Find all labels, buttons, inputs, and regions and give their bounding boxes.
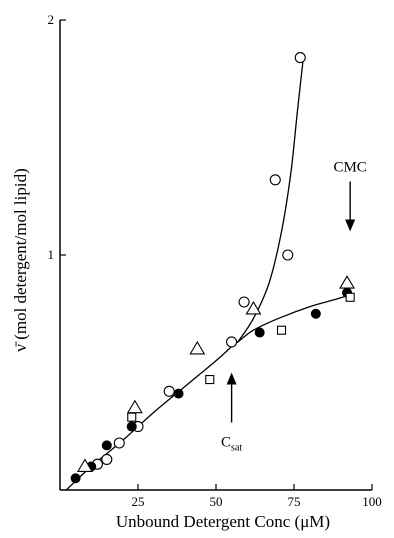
point-filled-circle <box>254 327 265 338</box>
x-tick-label: 50 <box>210 494 223 509</box>
annotation-label: CMC <box>333 160 366 176</box>
data-points <box>70 52 356 484</box>
point-open-triangle <box>339 275 356 289</box>
point-open-square <box>276 325 287 335</box>
fit-curves <box>65 57 351 491</box>
annotation-arrow-head <box>345 219 356 232</box>
point-open-circle <box>101 453 113 466</box>
x-tick-label: 100 <box>362 494 382 509</box>
point-open-triangle <box>76 458 93 472</box>
point-open-square <box>345 292 355 302</box>
point-open-triangle <box>126 399 143 414</box>
point-open-circle <box>226 336 238 348</box>
point-filled-circle <box>173 388 184 399</box>
y-axis-title: ν̄ (mol detergent/mol lipid) <box>11 168 30 351</box>
x-ticks: 25 50 75 100 <box>132 484 382 509</box>
x-axis-title: Unbound Detergent Conc (μM) <box>116 512 330 531</box>
point-filled-circle <box>101 440 112 451</box>
annotation-label: Csat <box>221 435 242 454</box>
fit-curve-lower-branch <box>237 294 351 343</box>
y-tick-label: 1 <box>48 247 55 262</box>
point-open-circle <box>282 249 294 261</box>
point-open-circle <box>294 52 306 64</box>
y-ticks: 12 <box>48 12 66 262</box>
x-tick-label: 25 <box>132 494 145 509</box>
point-filled-circle <box>126 421 137 432</box>
point-open-circle <box>238 296 250 308</box>
plot-axes <box>59 20 372 491</box>
point-open-circle <box>113 437 125 449</box>
point-open-triangle <box>245 300 262 315</box>
annotation-arrow-head <box>226 372 237 385</box>
point-open-square <box>205 374 215 385</box>
point-open-square <box>127 412 137 422</box>
point-open-triangle <box>189 340 206 355</box>
y-tick-label: 2 <box>48 12 55 27</box>
point-open-circle <box>163 385 175 397</box>
point-filled-circle <box>310 308 321 319</box>
point-open-circle <box>269 174 281 186</box>
fit-curve-upper-branch <box>237 57 305 343</box>
x-tick-label: 75 <box>288 494 301 509</box>
point-filled-circle <box>70 473 81 484</box>
